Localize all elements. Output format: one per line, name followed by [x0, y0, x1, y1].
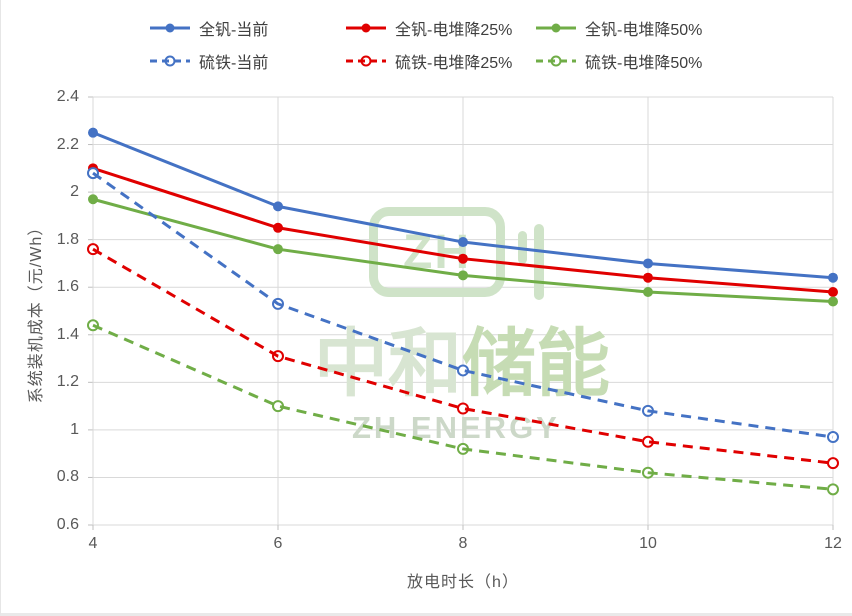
- series-2: [88, 194, 838, 307]
- legend-swatch: [150, 23, 190, 33]
- y-tick-label: 1.8: [56, 230, 79, 248]
- data-point: [643, 258, 653, 269]
- legend-item-2: 全钒-电堆降50%: [534, 16, 702, 40]
- y-tick-label: 1.4: [56, 325, 79, 343]
- x-tick-label: 8: [458, 535, 468, 552]
- legend-swatch: [536, 23, 576, 33]
- data-point: [828, 286, 838, 297]
- series-line: [92, 323, 834, 491]
- legend-marker: [165, 23, 175, 33]
- legend-label: 硫铁-电堆降50%: [585, 55, 703, 72]
- legend-marker: [551, 23, 561, 33]
- legend-item-4: 硫铁-电堆降25%: [344, 49, 534, 73]
- data-point: [827, 457, 839, 470]
- data-point: [643, 272, 653, 283]
- series-0: [88, 127, 838, 283]
- data-point: [273, 244, 283, 255]
- legend-label: 硫铁-当前: [199, 55, 269, 72]
- legend-item-5: 硫铁-电堆降50%: [534, 49, 702, 73]
- data-point: [458, 270, 468, 281]
- series-3: [87, 167, 839, 444]
- data-point: [828, 296, 838, 307]
- series-line: [92, 171, 834, 439]
- y-axis-title: 系统装机成本（元/Wh）: [28, 218, 45, 404]
- x-tick-label: 12: [824, 535, 842, 552]
- y-tick-label: 1: [70, 420, 79, 438]
- y-tick-label: 1.6: [56, 278, 79, 296]
- data-point: [88, 127, 98, 138]
- series-5: [87, 319, 839, 496]
- x-tick-label: 4: [88, 535, 98, 552]
- chart-legend: 全钒-当前 全钒-电堆降25% 全钒-电堆降50% 硫铁-当前 硫铁-电堆降25% 硫铁-…: [148, 16, 702, 73]
- legend-item-0: 全钒-当前: [148, 16, 344, 40]
- data-point: [643, 286, 653, 297]
- series-line: [92, 197, 834, 303]
- legend-swatch: [346, 23, 386, 33]
- legend-label: 全钒-当前: [199, 22, 269, 39]
- series-line: [92, 247, 834, 465]
- legend-marker: [361, 23, 371, 33]
- data-point: [458, 253, 468, 264]
- y-tick-label: 2.2: [56, 135, 79, 153]
- legend-label: 全钒-电堆降25%: [395, 22, 513, 39]
- legend-item-3: 硫铁-当前: [148, 49, 344, 73]
- legend-swatch: [346, 55, 386, 67]
- x-axis-title: 放电时长（h）: [407, 574, 519, 591]
- data-point: [88, 194, 98, 205]
- legend-swatch: [150, 55, 190, 67]
- x-tick-label: 6: [273, 535, 283, 552]
- x-tick-label: 10: [639, 535, 657, 552]
- data-point: [827, 483, 839, 496]
- data-point: [828, 272, 838, 283]
- y-tick-label: 1.2: [56, 373, 79, 391]
- y-tick-label: 0.6: [56, 516, 79, 533]
- legend-item-1: 全钒-电堆降25%: [344, 16, 534, 40]
- y-tick-label: 0.8: [56, 468, 79, 486]
- legend-swatch: [536, 55, 576, 67]
- data-point: [273, 222, 283, 233]
- legend-label: 硫铁-电堆降25%: [395, 55, 513, 72]
- legend-label: 全钒-电堆降50%: [585, 22, 703, 39]
- data-point: [458, 237, 468, 248]
- y-tick-label: 2: [70, 183, 79, 201]
- series-1: [88, 163, 838, 297]
- series-4: [87, 243, 839, 470]
- y-tick-label: 2.4: [56, 88, 79, 105]
- data-point: [273, 201, 283, 212]
